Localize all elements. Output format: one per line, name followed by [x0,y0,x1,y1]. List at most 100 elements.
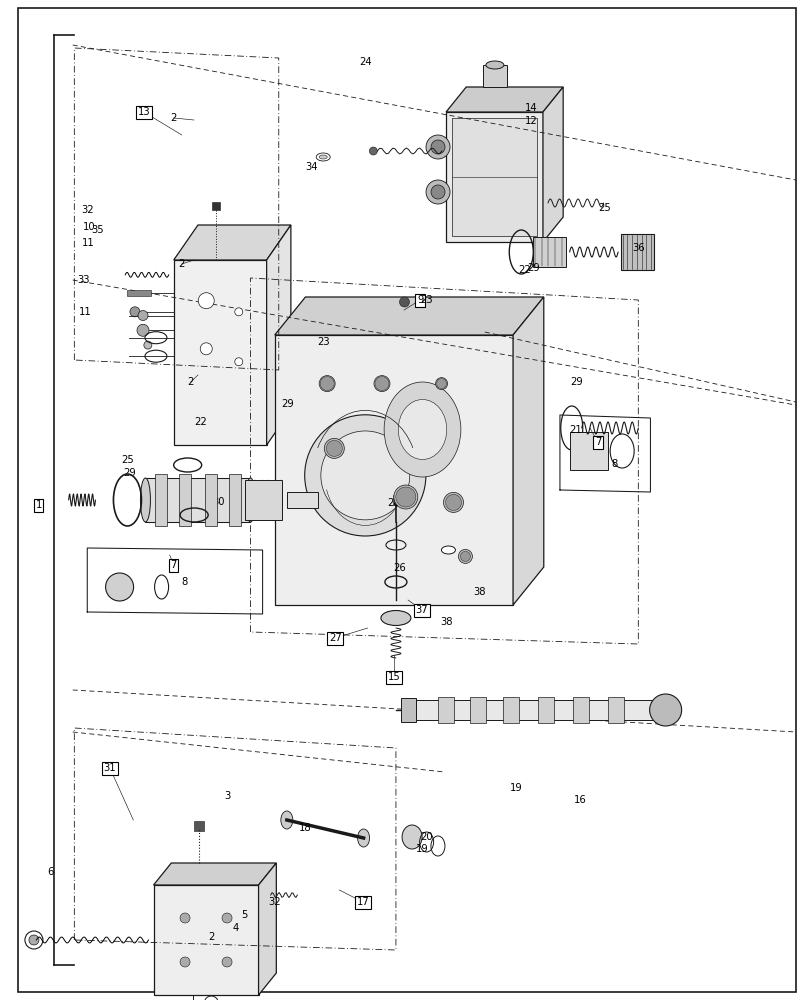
Circle shape [426,135,450,159]
Text: 11: 11 [82,238,95,248]
Text: 22: 22 [194,417,207,427]
Text: 33: 33 [77,275,90,285]
Text: 34: 34 [305,162,318,172]
Text: 30: 30 [212,497,225,507]
Ellipse shape [358,829,369,847]
Bar [573,697,589,723]
Circle shape [138,310,148,320]
Text: 36: 36 [632,243,645,253]
Text: 32: 32 [82,205,95,215]
Bar [621,234,654,270]
Text: 8: 8 [181,577,187,587]
Bar [154,885,259,995]
Bar [570,432,608,470]
Circle shape [235,308,242,316]
Bar [446,112,543,242]
Bar [145,478,250,522]
Text: 23: 23 [317,337,330,347]
Polygon shape [275,297,544,335]
Text: 8: 8 [611,459,617,469]
Circle shape [374,376,390,392]
Text: 35: 35 [91,225,104,235]
Text: 21: 21 [569,425,582,435]
Polygon shape [513,297,544,605]
Bar [438,697,454,723]
Circle shape [326,440,343,456]
Ellipse shape [141,478,150,522]
Polygon shape [154,863,276,885]
Ellipse shape [381,610,411,626]
Text: 26: 26 [393,563,406,573]
Circle shape [180,913,190,923]
Ellipse shape [281,811,292,829]
Text: 14: 14 [524,103,537,113]
Text: 12: 12 [524,116,537,126]
Circle shape [25,931,43,949]
Bar [608,697,624,723]
Bar [393,495,399,505]
Text: 22: 22 [518,265,531,275]
Ellipse shape [246,478,255,522]
Circle shape [200,343,213,355]
Circle shape [431,140,445,154]
Circle shape [461,551,470,561]
Bar [127,290,151,296]
Text: 19: 19 [510,783,523,793]
Text: 2: 2 [170,113,177,123]
Ellipse shape [486,61,504,69]
Text: 29: 29 [570,377,583,387]
Text: 29: 29 [123,468,136,478]
Bar [174,260,267,445]
Bar [179,474,191,526]
Text: 15: 15 [388,672,401,682]
Bar [503,697,519,723]
Circle shape [235,358,242,366]
Bar [204,474,217,526]
Bar [287,492,318,508]
Circle shape [144,341,152,349]
Ellipse shape [319,155,327,159]
Polygon shape [174,225,291,260]
Text: 5: 5 [241,910,247,920]
Text: 13: 13 [137,107,150,117]
Circle shape [222,957,232,967]
Circle shape [324,438,344,458]
Text: 6: 6 [48,867,54,877]
Text: 4: 4 [233,923,239,933]
Bar [229,474,241,526]
Text: 25: 25 [598,203,611,213]
Text: 32: 32 [268,897,281,907]
Circle shape [198,293,214,309]
Circle shape [436,379,447,389]
Circle shape [650,694,682,726]
Circle shape [222,913,232,923]
Text: 19: 19 [416,844,429,854]
Text: 28: 28 [387,498,400,508]
Circle shape [320,377,335,391]
Text: 7: 7 [595,437,601,447]
Bar [470,697,486,723]
Circle shape [431,185,445,199]
Polygon shape [446,87,563,112]
Bar [452,118,537,236]
Text: 3: 3 [225,791,231,801]
Text: 38: 38 [473,587,486,597]
Polygon shape [267,225,291,445]
Circle shape [106,573,133,601]
Text: 7: 7 [170,560,177,570]
Text: 17: 17 [356,897,369,907]
Circle shape [319,376,335,392]
Bar [533,237,566,267]
Polygon shape [259,863,276,995]
Circle shape [436,378,448,390]
Text: 11: 11 [79,307,92,317]
Text: 23: 23 [420,295,433,305]
Bar [401,698,416,722]
Circle shape [399,297,410,307]
Text: 38: 38 [440,617,453,627]
Bar [155,474,167,526]
Text: 37: 37 [415,605,428,615]
Text: 2: 2 [187,377,194,387]
Circle shape [426,180,450,204]
Ellipse shape [384,382,461,477]
